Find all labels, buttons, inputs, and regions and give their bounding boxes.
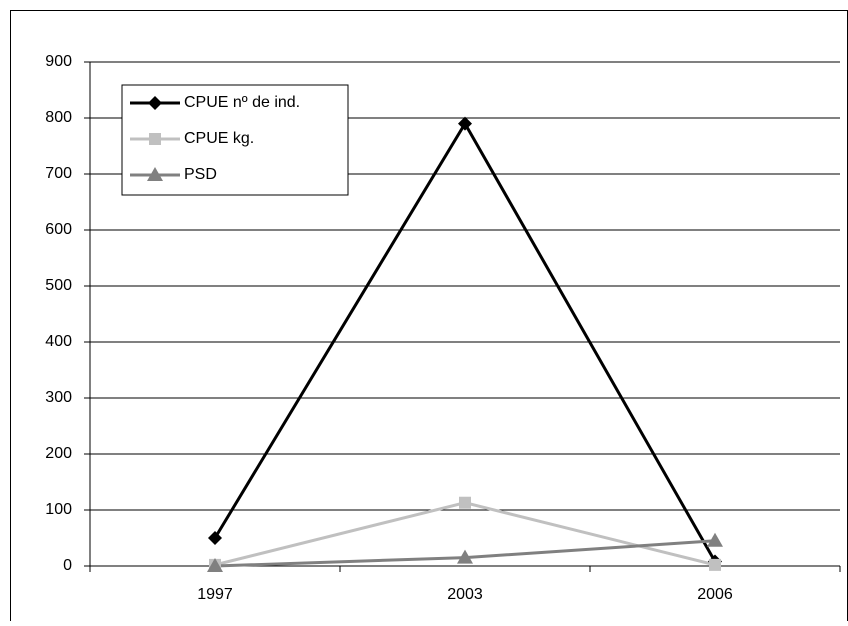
y-tick-label: 100 [45,501,72,518]
data-point [459,496,471,509]
y-tick-label: 200 [45,445,72,462]
legend-label: CPUE kg. [184,130,254,147]
y-tick-label: 300 [45,389,72,406]
data-point [458,116,472,131]
y-tick-label: 500 [45,277,72,294]
y-tick-label: 600 [45,221,72,238]
y-tick-label: 900 [45,53,72,70]
y-tick-label: 700 [45,165,72,182]
data-point [457,549,473,564]
x-tick-label: 1997 [197,586,233,603]
legend-marker [148,96,162,110]
data-point [709,558,721,571]
legend-label: PSD [184,166,217,183]
legend-marker [147,167,163,181]
y-tick-label: 800 [45,109,72,126]
legend-marker [149,133,161,145]
legend-label: CPUE nº de ind. [184,94,300,111]
data-point [707,532,723,547]
y-tick-label: 400 [45,333,72,350]
y-tick-label: 0 [63,557,72,574]
data-point [207,558,223,572]
x-tick-label: 2006 [697,586,733,603]
data-point [208,531,222,545]
x-tick-label: 2003 [447,586,483,603]
